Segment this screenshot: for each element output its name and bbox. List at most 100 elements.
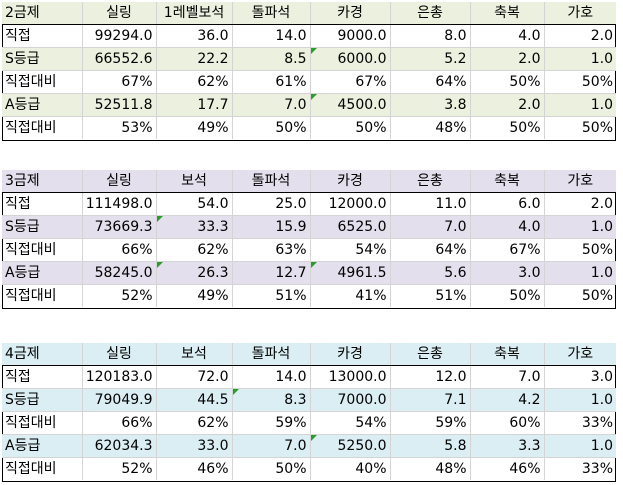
row-label-cell[interactable]: 직접대비 xyxy=(2,284,83,307)
row-label-cell[interactable]: 직접대비 xyxy=(2,116,83,139)
cell[interactable]: 72.0 xyxy=(156,365,233,389)
cell[interactable]: 33.0 xyxy=(156,434,233,458)
cell[interactable]: 2.0 xyxy=(470,47,545,71)
header-cell[interactable]: 카경 xyxy=(310,170,391,193)
row-label-cell[interactable]: 직접대비 xyxy=(2,70,83,94)
cell[interactable]: 13000.0 xyxy=(310,365,391,389)
cell[interactable]: 2.0 xyxy=(544,192,616,216)
header-cell[interactable]: 카경 xyxy=(310,2,391,25)
cell[interactable]: 50% xyxy=(470,284,545,307)
cell[interactable]: 64% xyxy=(390,238,471,262)
cell[interactable]: 50% xyxy=(232,457,311,480)
cell[interactable]: 33.3 xyxy=(156,215,233,239)
header-cell[interactable]: 돌파석 xyxy=(232,2,311,25)
cell[interactable]: 50% xyxy=(581,288,613,304)
cell[interactable]: 54% xyxy=(310,411,391,435)
cell[interactable]: 9000.0 xyxy=(310,24,391,48)
cell[interactable]: 99294.0 xyxy=(82,24,157,48)
cell[interactable]: 14.0 xyxy=(232,365,311,389)
cell[interactable]: 7.0 xyxy=(232,434,311,458)
header-cell[interactable]: 축복 xyxy=(470,343,545,366)
cell[interactable]: 52% xyxy=(82,284,157,307)
row-label-cell[interactable]: A등급 xyxy=(2,261,83,285)
cell[interactable]: 26.3 xyxy=(156,261,233,285)
cell[interactable]: 50% xyxy=(310,116,391,139)
cell[interactable]: 52% xyxy=(82,457,157,480)
cell[interactable]: 6000.0 xyxy=(310,47,391,71)
cell[interactable]: 64% xyxy=(390,70,471,94)
cell[interactable]: 51% xyxy=(390,284,471,307)
cell[interactable]: 44.5 xyxy=(156,388,233,412)
header-cell[interactable]: 가호 xyxy=(544,343,616,366)
cell[interactable]: 3.3 xyxy=(470,434,545,458)
header-cell[interactable]: 카경 xyxy=(310,343,391,366)
cell[interactable]: 51% xyxy=(232,284,311,307)
cell[interactable]: 41% xyxy=(310,284,391,307)
cell[interactable]: 4.2 xyxy=(470,388,545,412)
cell[interactable]: 48% xyxy=(390,116,471,139)
cell[interactable]: 12.7 xyxy=(232,261,311,285)
cell[interactable]: 6525.0 xyxy=(310,215,391,239)
cell[interactable]: 62034.3 xyxy=(82,434,157,458)
cell[interactable]: 48% xyxy=(390,457,471,480)
cell[interactable]: 62% xyxy=(156,411,233,435)
cell[interactable]: 40% xyxy=(310,457,391,480)
cell[interactable]: 5.6 xyxy=(390,261,471,285)
cell[interactable]: 46% xyxy=(470,457,545,480)
cell[interactable]: 120183.0 xyxy=(82,365,157,389)
cell[interactable]: 1.0 xyxy=(544,434,616,458)
cell[interactable]: 79049.9 xyxy=(82,388,157,412)
cell[interactable]: 4961.5 xyxy=(310,261,391,285)
header-cell[interactable]: 2금제 xyxy=(2,2,83,25)
row-label-cell[interactable]: 직접대비 xyxy=(2,238,83,262)
cell[interactable]: 22.2 xyxy=(156,47,233,71)
cell[interactable]: 33% xyxy=(581,461,613,477)
cell[interactable]: 17.7 xyxy=(156,93,233,117)
cell[interactable]: 66% xyxy=(82,411,157,435)
row-label-cell[interactable]: 직접대비 xyxy=(2,457,83,480)
cell[interactable]: 60% xyxy=(470,411,545,435)
row-label-cell[interactable]: S등급 xyxy=(2,47,83,71)
cell[interactable]: 7.0 xyxy=(390,215,471,239)
cell[interactable]: 49% xyxy=(156,284,233,307)
cell[interactable]: 1.0 xyxy=(544,215,616,239)
header-cell[interactable]: 3금제 xyxy=(2,170,83,193)
cell[interactable]: 36.0 xyxy=(156,24,233,48)
row-label-cell[interactable]: 직접 xyxy=(2,365,83,389)
cell[interactable]: 2.0 xyxy=(544,24,616,48)
cell[interactable]: 3.0 xyxy=(544,365,616,389)
cell[interactable]: 8.5 xyxy=(232,47,311,71)
header-cell[interactable]: 은총 xyxy=(390,2,471,25)
header-cell[interactable]: 축복 xyxy=(470,2,545,25)
cell[interactable]: 5.2 xyxy=(390,47,471,71)
cell[interactable]: 50% xyxy=(470,70,545,94)
cell[interactable]: 50% xyxy=(544,70,616,94)
cell[interactable]: 25.0 xyxy=(232,192,311,216)
cell[interactable]: 46% xyxy=(156,457,233,480)
cell[interactable]: 67% xyxy=(310,70,391,94)
cell[interactable]: 59% xyxy=(390,411,471,435)
row-label-cell[interactable]: 직접 xyxy=(2,192,83,216)
cell[interactable]: 15.9 xyxy=(232,215,311,239)
cell[interactable]: 7.0 xyxy=(470,365,545,389)
cell[interactable]: 59% xyxy=(232,411,311,435)
cell[interactable]: 5250.0 xyxy=(310,434,391,458)
cell[interactable]: 54% xyxy=(310,238,391,262)
header-cell[interactable]: 1레벨보석 xyxy=(156,2,233,25)
cell[interactable]: 62% xyxy=(156,238,233,262)
cell[interactable]: 4.0 xyxy=(470,24,545,48)
cell[interactable]: 1.0 xyxy=(544,47,616,71)
cell[interactable]: 53% xyxy=(82,116,157,139)
row-label-cell[interactable]: S등급 xyxy=(2,388,83,412)
cell[interactable]: 8.0 xyxy=(390,24,471,48)
cell[interactable]: 1.0 xyxy=(544,388,616,412)
row-label-cell[interactable]: A등급 xyxy=(2,434,83,458)
header-cell[interactable]: 가호 xyxy=(544,2,616,25)
header-cell[interactable]: 실링 xyxy=(82,170,157,193)
cell[interactable]: 50% xyxy=(581,120,613,136)
cell[interactable]: 67% xyxy=(82,70,157,94)
cell[interactable]: 62% xyxy=(156,70,233,94)
header-cell[interactable]: 실링 xyxy=(82,2,157,25)
cell[interactable]: 11.0 xyxy=(390,192,471,216)
cell[interactable]: 6.0 xyxy=(470,192,545,216)
